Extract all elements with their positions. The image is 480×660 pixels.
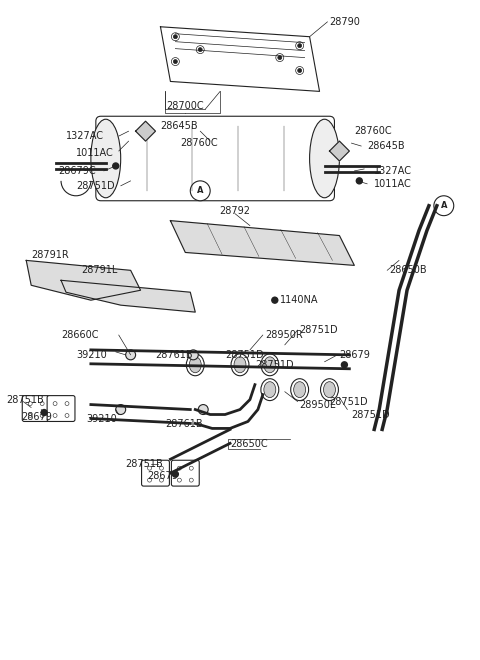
FancyBboxPatch shape	[96, 116, 335, 201]
Text: 28751D: 28751D	[225, 350, 264, 360]
Text: 28751D: 28751D	[255, 360, 294, 370]
Circle shape	[278, 55, 282, 59]
Circle shape	[173, 35, 178, 39]
Ellipse shape	[261, 354, 279, 376]
Text: 1140NA: 1140NA	[280, 295, 318, 305]
Text: 1011AC: 1011AC	[374, 179, 412, 189]
Text: 39210: 39210	[76, 350, 107, 360]
Circle shape	[341, 362, 348, 368]
Circle shape	[188, 350, 198, 360]
Text: 28660C: 28660C	[61, 330, 98, 340]
Text: 28760C: 28760C	[180, 138, 218, 148]
Polygon shape	[329, 141, 349, 161]
Text: 28751D: 28751D	[351, 409, 390, 420]
FancyBboxPatch shape	[142, 460, 169, 486]
Circle shape	[172, 471, 179, 477]
Polygon shape	[26, 261, 141, 300]
Ellipse shape	[91, 119, 120, 198]
Ellipse shape	[291, 379, 309, 401]
Text: 28950R: 28950R	[265, 330, 302, 340]
Ellipse shape	[189, 357, 201, 373]
Text: 1327AC: 1327AC	[66, 131, 104, 141]
Polygon shape	[136, 121, 156, 141]
FancyBboxPatch shape	[22, 395, 50, 422]
Circle shape	[356, 178, 362, 184]
Text: 28650C: 28650C	[230, 440, 268, 449]
Ellipse shape	[321, 379, 338, 401]
Text: 28751B: 28751B	[6, 395, 44, 405]
Ellipse shape	[294, 381, 306, 397]
Circle shape	[298, 69, 301, 73]
Ellipse shape	[231, 354, 249, 376]
Ellipse shape	[324, 381, 336, 397]
Text: 28679C: 28679C	[58, 166, 96, 176]
Circle shape	[113, 163, 119, 169]
Circle shape	[41, 410, 47, 416]
Text: 28792: 28792	[219, 206, 251, 216]
Ellipse shape	[310, 119, 339, 198]
FancyBboxPatch shape	[171, 460, 199, 486]
Ellipse shape	[264, 357, 276, 373]
Text: 28679: 28679	[147, 471, 179, 481]
Circle shape	[198, 48, 202, 51]
Circle shape	[198, 405, 208, 414]
FancyBboxPatch shape	[47, 395, 75, 422]
Text: 28700C: 28700C	[167, 101, 204, 112]
Text: 28761B: 28761B	[156, 350, 193, 360]
Circle shape	[126, 350, 136, 360]
Text: 28751D: 28751D	[300, 325, 338, 335]
Circle shape	[434, 196, 454, 216]
Circle shape	[272, 297, 278, 303]
Ellipse shape	[261, 379, 279, 401]
Polygon shape	[170, 220, 354, 265]
Text: 28751B: 28751B	[126, 459, 163, 469]
Text: 28645B: 28645B	[367, 141, 405, 151]
Text: 28791L: 28791L	[81, 265, 117, 275]
Text: 1327AC: 1327AC	[374, 166, 412, 176]
Text: A: A	[441, 201, 447, 211]
Circle shape	[173, 59, 178, 63]
Polygon shape	[61, 280, 195, 312]
Circle shape	[190, 181, 210, 201]
Text: A: A	[197, 186, 204, 195]
Text: 28650B: 28650B	[389, 265, 427, 275]
Ellipse shape	[186, 354, 204, 376]
Text: 28751D: 28751D	[76, 181, 115, 191]
Text: 28950L: 28950L	[300, 399, 336, 410]
Text: 28751D: 28751D	[329, 397, 368, 407]
Text: 28760C: 28760C	[354, 126, 392, 136]
Circle shape	[116, 405, 126, 414]
Text: 28791R: 28791R	[31, 250, 69, 261]
Ellipse shape	[264, 381, 276, 397]
Text: 39210: 39210	[86, 414, 117, 424]
Text: 28679: 28679	[339, 350, 370, 360]
Ellipse shape	[234, 357, 246, 373]
Text: 28645B: 28645B	[160, 121, 198, 131]
Text: 28679: 28679	[21, 412, 52, 422]
Text: 28790: 28790	[329, 16, 360, 27]
Text: 28761B: 28761B	[166, 420, 203, 430]
Text: 1011AC: 1011AC	[76, 148, 114, 158]
Circle shape	[298, 44, 301, 48]
